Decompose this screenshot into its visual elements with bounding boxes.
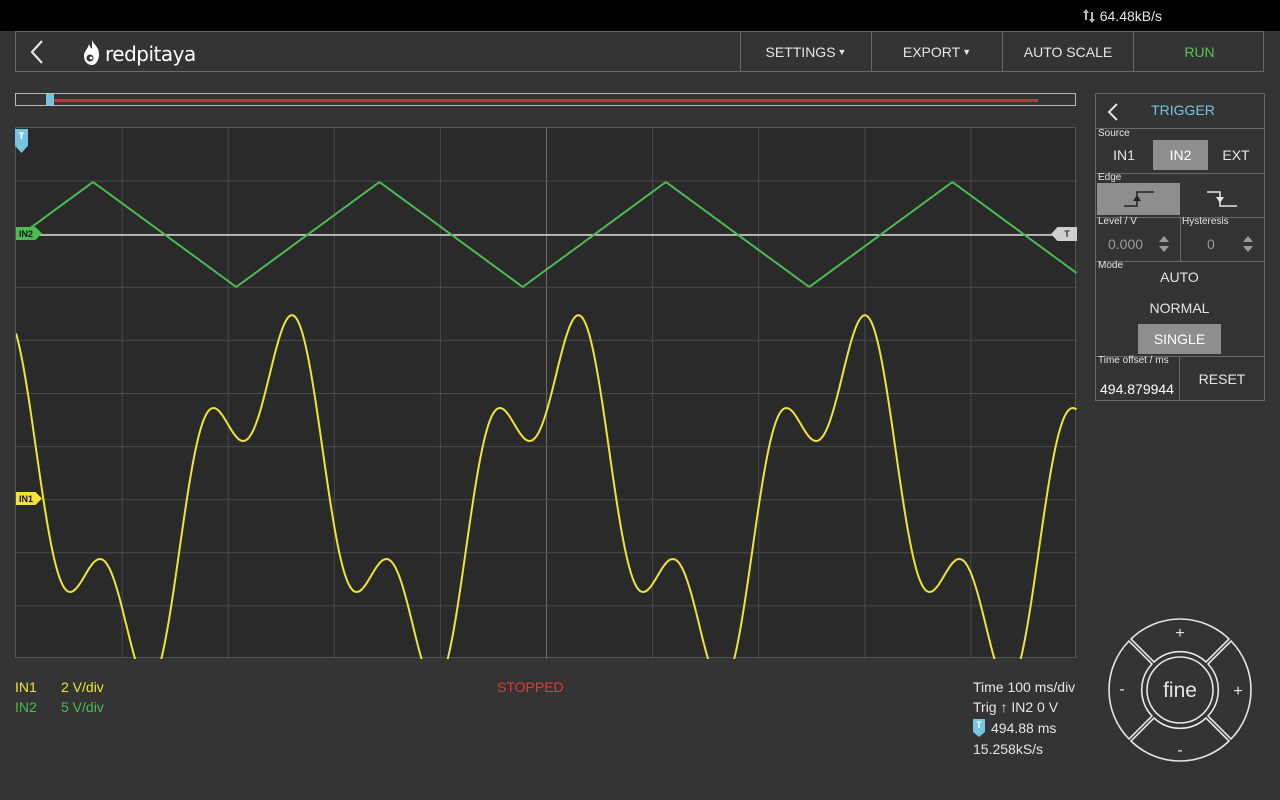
auto-scale-button[interactable]: AUTO SCALE xyxy=(1002,32,1133,71)
trigger-level-marker[interactable]: T xyxy=(1051,227,1077,241)
jog-left-minus: - xyxy=(1119,681,1124,698)
in2-offset-marker[interactable]: IN2 xyxy=(16,227,42,240)
time-offset-readout-value: 494.88 ms xyxy=(991,720,1057,736)
trigger-panel-title: TRIGGER xyxy=(1151,102,1215,118)
in2-channel-scale: 5 V/div xyxy=(61,699,104,715)
in2-channel-name[interactable]: IN2 xyxy=(15,699,37,715)
caret-down-icon: ▼ xyxy=(962,46,972,57)
hysteresis-label: Hysteresis xyxy=(1182,216,1229,227)
auto-scale-label: AUTO SCALE xyxy=(1023,43,1113,60)
trigger-t-icon: T xyxy=(973,719,985,737)
plot-traces xyxy=(16,181,1077,659)
plot-grid xyxy=(16,128,1077,659)
jog-down-segment xyxy=(1129,716,1231,762)
jog-right-segment xyxy=(1206,639,1252,741)
trigger-panel: TRIGGER Source IN1 IN2 EXT Edge Level / … xyxy=(1095,93,1265,401)
source-ext-button[interactable]: EXT xyxy=(1222,147,1250,163)
sample-rate-readout: 15.258kS/s xyxy=(973,741,1044,757)
in2-trace xyxy=(16,181,1077,288)
jog-dial[interactable]: fine + + - - xyxy=(1103,613,1257,767)
level-spinner-icon[interactable] xyxy=(1158,235,1170,253)
time-offset-input[interactable]: 494.879944 xyxy=(1100,381,1174,397)
oscilloscope-plot[interactable] xyxy=(15,127,1077,659)
export-label: EXPORT xyxy=(902,43,961,60)
timeline-handle[interactable] xyxy=(46,94,54,105)
data-rate: 64.48kB/s xyxy=(1082,8,1162,24)
reset-button[interactable]: RESET xyxy=(1198,370,1246,387)
rising-edge-icon xyxy=(1123,191,1154,207)
hysteresis-input[interactable]: 0 xyxy=(1207,236,1215,252)
header-bar: redpitaya SETTINGS ▼ EXPORT ▼ AUTO SCALE… xyxy=(15,31,1264,72)
transfer-arrows-icon xyxy=(1082,9,1095,23)
hysteresis-spinner-icon[interactable] xyxy=(1242,235,1254,253)
level-input[interactable]: 0.000 xyxy=(1108,236,1144,252)
in1-channel-scale: 2 V/div xyxy=(61,679,104,695)
edge-label: Edge xyxy=(1098,172,1122,183)
time-offset-readout: T 494.88 ms xyxy=(973,719,1056,737)
run-button[interactable]: RUN xyxy=(1133,32,1265,71)
caret-down-icon: ▼ xyxy=(837,46,847,57)
waveform-canvas xyxy=(16,128,1077,659)
data-rate-value: 64.48kB/s xyxy=(1099,8,1162,24)
chevron-left-icon[interactable] xyxy=(1104,101,1124,123)
in1-offset-marker[interactable]: IN1 xyxy=(16,492,42,505)
jog-center-label: fine xyxy=(1163,679,1197,702)
time-scale-readout: Time 100 ms/div xyxy=(973,679,1076,695)
time-offset-label: Time offset / ms xyxy=(1098,355,1169,366)
trigger-panel-header: TRIGGER xyxy=(1096,94,1264,129)
in1-trace xyxy=(16,314,1077,659)
mode-single-option[interactable]: SINGLE xyxy=(1138,324,1221,354)
source-in1-button[interactable]: IN1 xyxy=(1113,147,1135,163)
mode-label: Mode xyxy=(1098,260,1124,271)
source-label: Source xyxy=(1098,128,1130,139)
source-in2-button[interactable]: IN2 xyxy=(1153,140,1208,170)
flame-icon xyxy=(84,40,99,65)
jog-center-button xyxy=(1146,656,1214,724)
edge-rising-button[interactable] xyxy=(1097,183,1180,215)
jog-up-plus: + xyxy=(1175,625,1184,642)
settings-label: SETTINGS xyxy=(765,43,836,60)
jog-up-segment xyxy=(1129,618,1231,664)
trigger-readout: Trig ↑ IN2 0 V xyxy=(973,699,1059,715)
redpitaya-logo: redpitaya xyxy=(81,38,196,70)
chevron-left-icon[interactable] xyxy=(26,38,50,66)
mode-normal-option[interactable]: NORMAL xyxy=(1149,300,1210,316)
trigger-time-marker[interactable]: T xyxy=(15,129,28,153)
settings-menu-button[interactable]: SETTINGS ▼ xyxy=(740,32,871,71)
export-menu-button[interactable]: EXPORT ▼ xyxy=(871,32,1002,71)
edge-falling-button[interactable] xyxy=(1181,183,1263,215)
acquisition-status: STOPPED xyxy=(497,679,564,695)
level-label: Level / V xyxy=(1098,216,1137,227)
in1-channel-name[interactable]: IN1 xyxy=(15,679,37,695)
jog-right-plus: + xyxy=(1233,683,1242,700)
falling-edge-icon xyxy=(1207,191,1237,207)
logo-text: redpitaya xyxy=(105,42,196,66)
buffer-timeline[interactable] xyxy=(15,93,1076,106)
status-bar: 64.48kB/s xyxy=(0,0,1280,31)
run-label: RUN xyxy=(1184,43,1215,60)
mode-auto-option[interactable]: AUTO xyxy=(1160,269,1199,285)
jog-down-minus: - xyxy=(1177,742,1182,759)
buffer-range-bar xyxy=(51,99,1038,102)
jog-left-segment xyxy=(1108,639,1154,741)
